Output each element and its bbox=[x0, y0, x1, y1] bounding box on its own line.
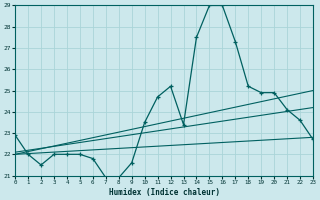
X-axis label: Humidex (Indice chaleur): Humidex (Indice chaleur) bbox=[108, 188, 220, 197]
